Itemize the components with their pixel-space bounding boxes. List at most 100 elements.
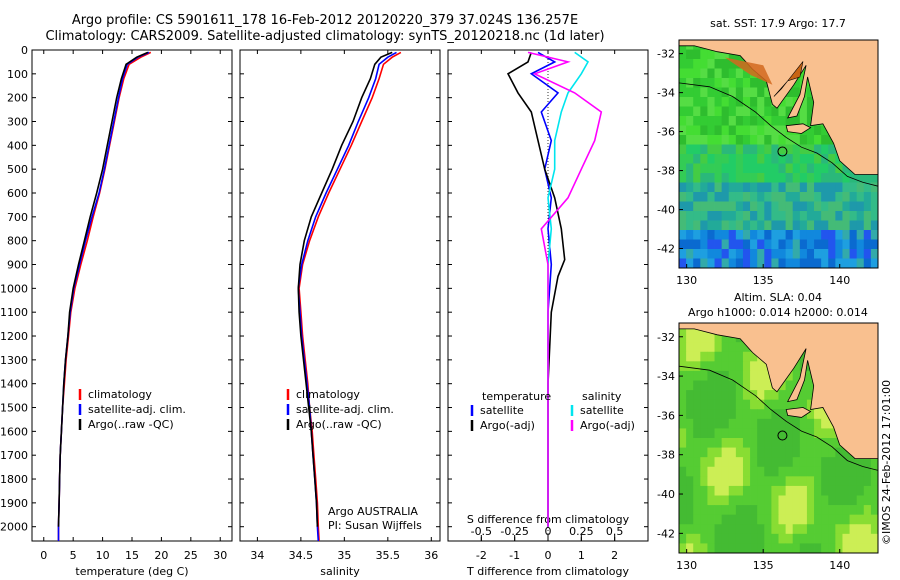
map-cell [778,447,787,458]
map-cell [742,466,751,477]
s-tick-label: -0.5 [471,525,492,538]
map-cell [714,524,723,535]
map-cell [828,457,836,468]
map-cell [870,514,879,525]
map-cell [835,182,843,193]
map-cell [728,380,737,391]
map-cell [814,239,822,250]
map-cell [714,173,723,183]
map-cell [750,438,758,448]
map-cell [707,342,715,353]
map-cell [806,399,815,410]
map-cell [679,524,687,535]
map-cell [693,144,701,155]
map-cell [764,438,772,448]
map-cell [764,173,772,183]
map-cell [714,106,723,117]
map-cell [679,182,687,193]
map-cell [742,68,751,79]
s-tick-label: -0.25 [500,525,528,538]
s-tick-label: 0.25 [569,525,594,538]
map-cell [735,447,744,458]
map-cell [806,447,815,458]
map-cell [750,505,758,516]
map-cell [693,201,701,212]
map-cell [785,485,794,496]
map-cell [728,361,737,372]
map-cell [764,211,772,221]
map-cell [856,192,865,202]
y-tick-label: 1300 [0,354,28,367]
map-cell [757,97,765,107]
map-cell [742,457,751,468]
map-cell [799,249,808,259]
map-cell [764,106,772,117]
map-cell [778,154,787,164]
map-cell [735,380,744,391]
map-cell [679,438,687,448]
map-cell [707,361,715,372]
map-cell [757,514,765,525]
map-cell [735,485,744,496]
y-tick-label: 1400 [0,378,28,391]
map-cell [785,457,794,468]
map-cell [735,390,744,401]
map-cell [742,125,751,136]
x-tick-label: 140 [829,559,850,572]
map-cell [778,163,787,174]
map-cell [828,428,836,439]
map-cell [721,144,730,155]
map-cell [814,485,822,496]
legend-label: Argo(-adj) [580,419,635,432]
map-cell [735,87,744,98]
map-cell [849,239,858,250]
map-cell [721,380,730,391]
map-cell [849,485,858,496]
map-cell [721,476,730,487]
map-cell [821,418,829,429]
map-cell [821,258,829,269]
map-cell [693,78,701,88]
map-cell [771,495,779,506]
map-cell [771,447,779,458]
map-cell [842,457,850,468]
map-cell [771,418,779,429]
map-cell [750,230,758,240]
map-cell [863,173,872,183]
map-cell [728,370,737,381]
map-cell [686,438,694,448]
map-cell [799,173,808,183]
map-cell [700,135,708,145]
plot-frame [31,49,233,542]
map-cell [870,249,879,259]
map-cell [792,78,801,88]
map-cell [686,211,694,221]
map-cell [821,230,829,240]
map-cell [785,135,794,145]
map-cell [735,144,744,155]
map-cell [792,154,801,164]
map-cell [863,457,872,468]
map-cell [771,438,779,448]
map-cell [686,428,694,439]
map-cell [707,192,715,202]
map-cell [679,135,687,145]
map-cell [814,182,822,193]
map-cell [771,106,779,117]
map-cell [757,201,765,212]
map-cell [707,201,715,212]
map-cell [863,239,872,250]
map-cell [771,211,779,221]
map-cell [785,524,794,535]
map-cell [742,135,751,145]
map-cell [721,211,730,221]
map-cell [707,78,715,88]
map-cell [721,49,730,60]
map-cell [686,116,694,126]
map-cell [828,144,836,155]
map-cell [714,485,723,496]
map-cell [828,447,836,458]
map-cell [721,192,730,202]
map-cell [679,342,687,353]
x-tick-label: 35 [337,549,351,562]
